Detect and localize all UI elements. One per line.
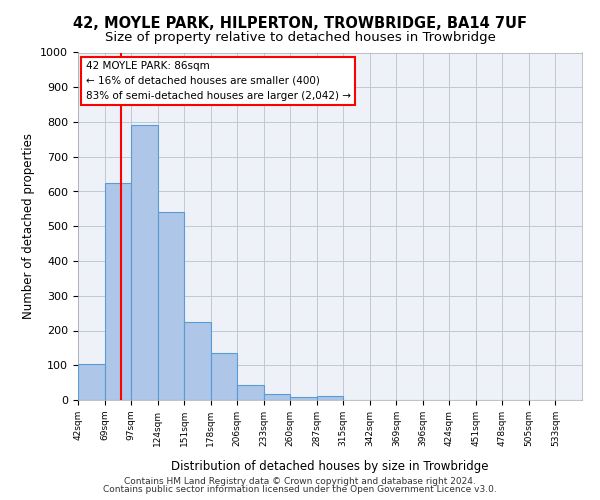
Bar bbox=[184, 322, 211, 400]
Bar bbox=[78, 364, 104, 400]
Bar bbox=[131, 126, 158, 400]
Text: Contains HM Land Registry data © Crown copyright and database right 2024.: Contains HM Land Registry data © Crown c… bbox=[124, 477, 476, 486]
Text: 42, MOYLE PARK, HILPERTON, TROWBRIDGE, BA14 7UF: 42, MOYLE PARK, HILPERTON, TROWBRIDGE, B… bbox=[73, 16, 527, 31]
Text: Size of property relative to detached houses in Trowbridge: Size of property relative to detached ho… bbox=[104, 31, 496, 44]
Bar bbox=[237, 386, 263, 400]
Bar bbox=[317, 396, 343, 400]
Bar bbox=[104, 183, 131, 400]
Text: 42 MOYLE PARK: 86sqm
← 16% of detached houses are smaller (400)
83% of semi-deta: 42 MOYLE PARK: 86sqm ← 16% of detached h… bbox=[86, 61, 350, 101]
Bar bbox=[211, 353, 237, 400]
Bar bbox=[290, 396, 317, 400]
Y-axis label: Number of detached properties: Number of detached properties bbox=[22, 133, 35, 320]
Bar bbox=[158, 212, 184, 400]
X-axis label: Distribution of detached houses by size in Trowbridge: Distribution of detached houses by size … bbox=[171, 460, 489, 473]
Bar bbox=[263, 394, 290, 400]
Text: Contains public sector information licensed under the Open Government Licence v3: Contains public sector information licen… bbox=[103, 485, 497, 494]
